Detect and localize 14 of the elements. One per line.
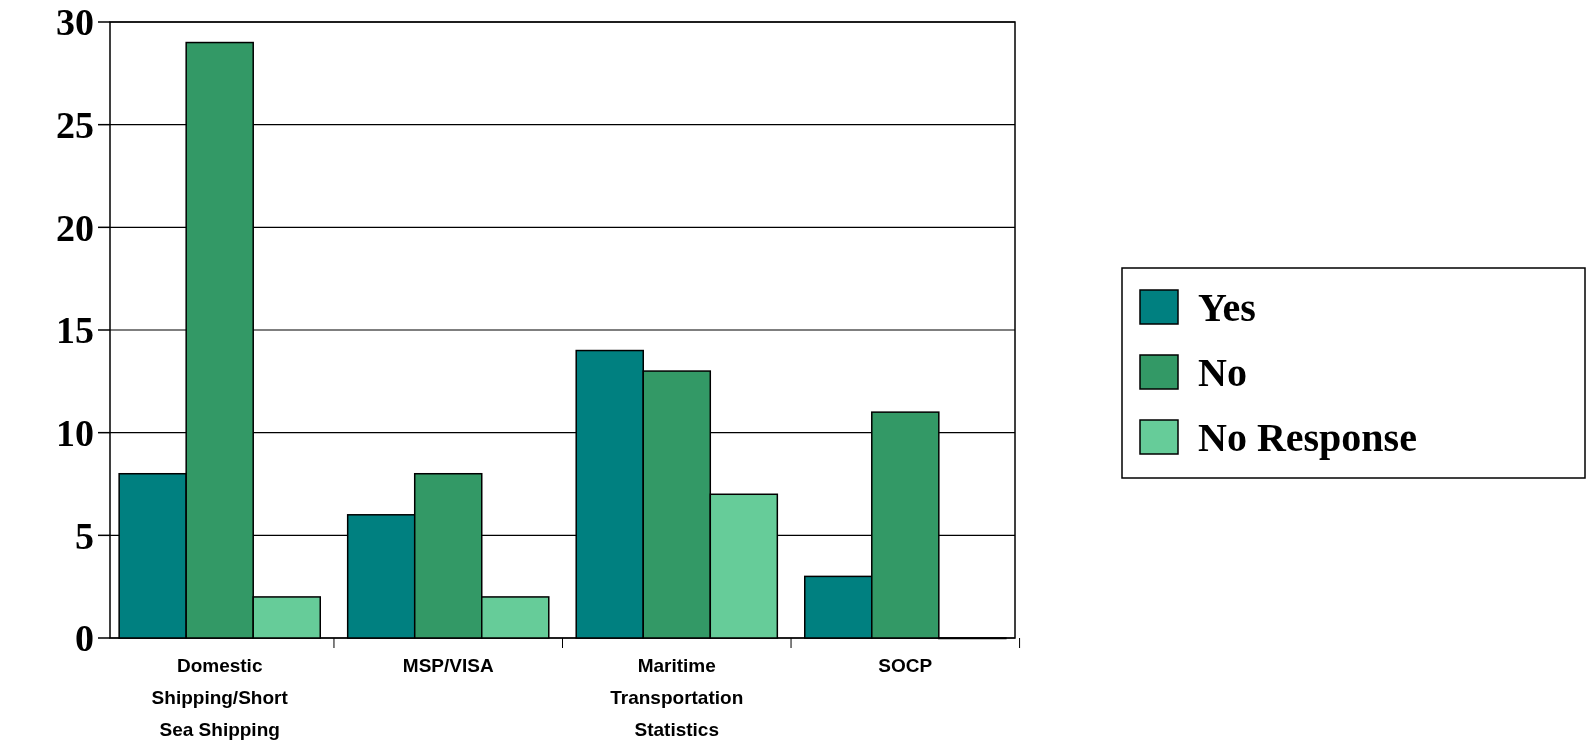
y-tick-label: 25	[56, 103, 94, 146]
y-tick-label: 30	[56, 1, 94, 44]
y-tick-label: 0	[75, 617, 94, 660]
x-tick-label: Maritime Transportation Statistics	[610, 655, 744, 740]
x-tick-label: Domestic Shipping/Short Sea Shipping	[151, 655, 289, 740]
y-tick-label: 5	[75, 514, 94, 557]
legend-label: Yes	[1198, 285, 1256, 330]
legend-label: No	[1198, 350, 1247, 395]
x-tick-label: MSP/VISA	[402, 655, 494, 676]
x-tick-label: SOCP	[878, 655, 933, 676]
y-tick-label: 15	[56, 309, 94, 352]
y-tick-label: 10	[56, 411, 94, 454]
y-tick-label: 20	[56, 206, 94, 249]
legend-label: No Response	[1198, 415, 1417, 460]
